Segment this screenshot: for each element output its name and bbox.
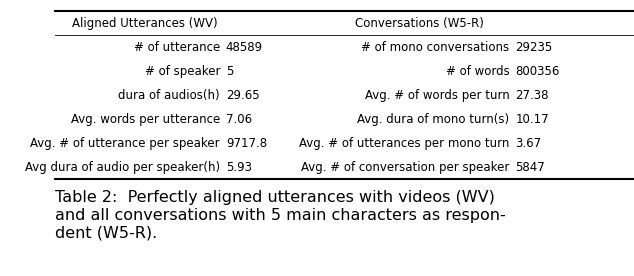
- Text: # of mono conversations: # of mono conversations: [361, 41, 510, 54]
- Text: 27.38: 27.38: [515, 89, 549, 102]
- Text: 10.17: 10.17: [515, 113, 549, 126]
- Text: # of utterance: # of utterance: [134, 41, 220, 54]
- Text: 9717.8: 9717.8: [226, 137, 267, 150]
- Text: Avg dura of audio per speaker(h): Avg dura of audio per speaker(h): [25, 161, 220, 174]
- Text: 48589: 48589: [226, 41, 263, 54]
- Text: Avg. # of utterances per mono turn: Avg. # of utterances per mono turn: [299, 137, 510, 150]
- Text: 5: 5: [226, 65, 233, 78]
- Text: 3.67: 3.67: [515, 137, 541, 150]
- Text: Aligned Utterances (WV): Aligned Utterances (WV): [72, 17, 217, 30]
- Text: # of speaker: # of speaker: [145, 65, 220, 78]
- Text: Avg. words per utterance: Avg. words per utterance: [71, 113, 220, 126]
- Text: 29.65: 29.65: [226, 89, 259, 102]
- Text: Conversations (W5-R): Conversations (W5-R): [356, 17, 484, 30]
- Text: 5847: 5847: [515, 161, 545, 174]
- Text: Avg. # of words per turn: Avg. # of words per turn: [365, 89, 510, 102]
- Text: # of words: # of words: [446, 65, 510, 78]
- Text: Table 2:  Perfectly aligned utterances with videos (WV)
and all conversations wi: Table 2: Perfectly aligned utterances wi…: [55, 190, 506, 240]
- Text: Avg. # of conversation per speaker: Avg. # of conversation per speaker: [301, 161, 510, 174]
- Text: 5.93: 5.93: [226, 161, 252, 174]
- Text: 7.06: 7.06: [226, 113, 252, 126]
- Text: Avg. # of utterance per speaker: Avg. # of utterance per speaker: [30, 137, 220, 150]
- Text: dura of audios(h): dura of audios(h): [119, 89, 220, 102]
- Text: 800356: 800356: [515, 65, 560, 78]
- Text: Avg. dura of mono turn(s): Avg. dura of mono turn(s): [358, 113, 510, 126]
- Text: 29235: 29235: [515, 41, 553, 54]
